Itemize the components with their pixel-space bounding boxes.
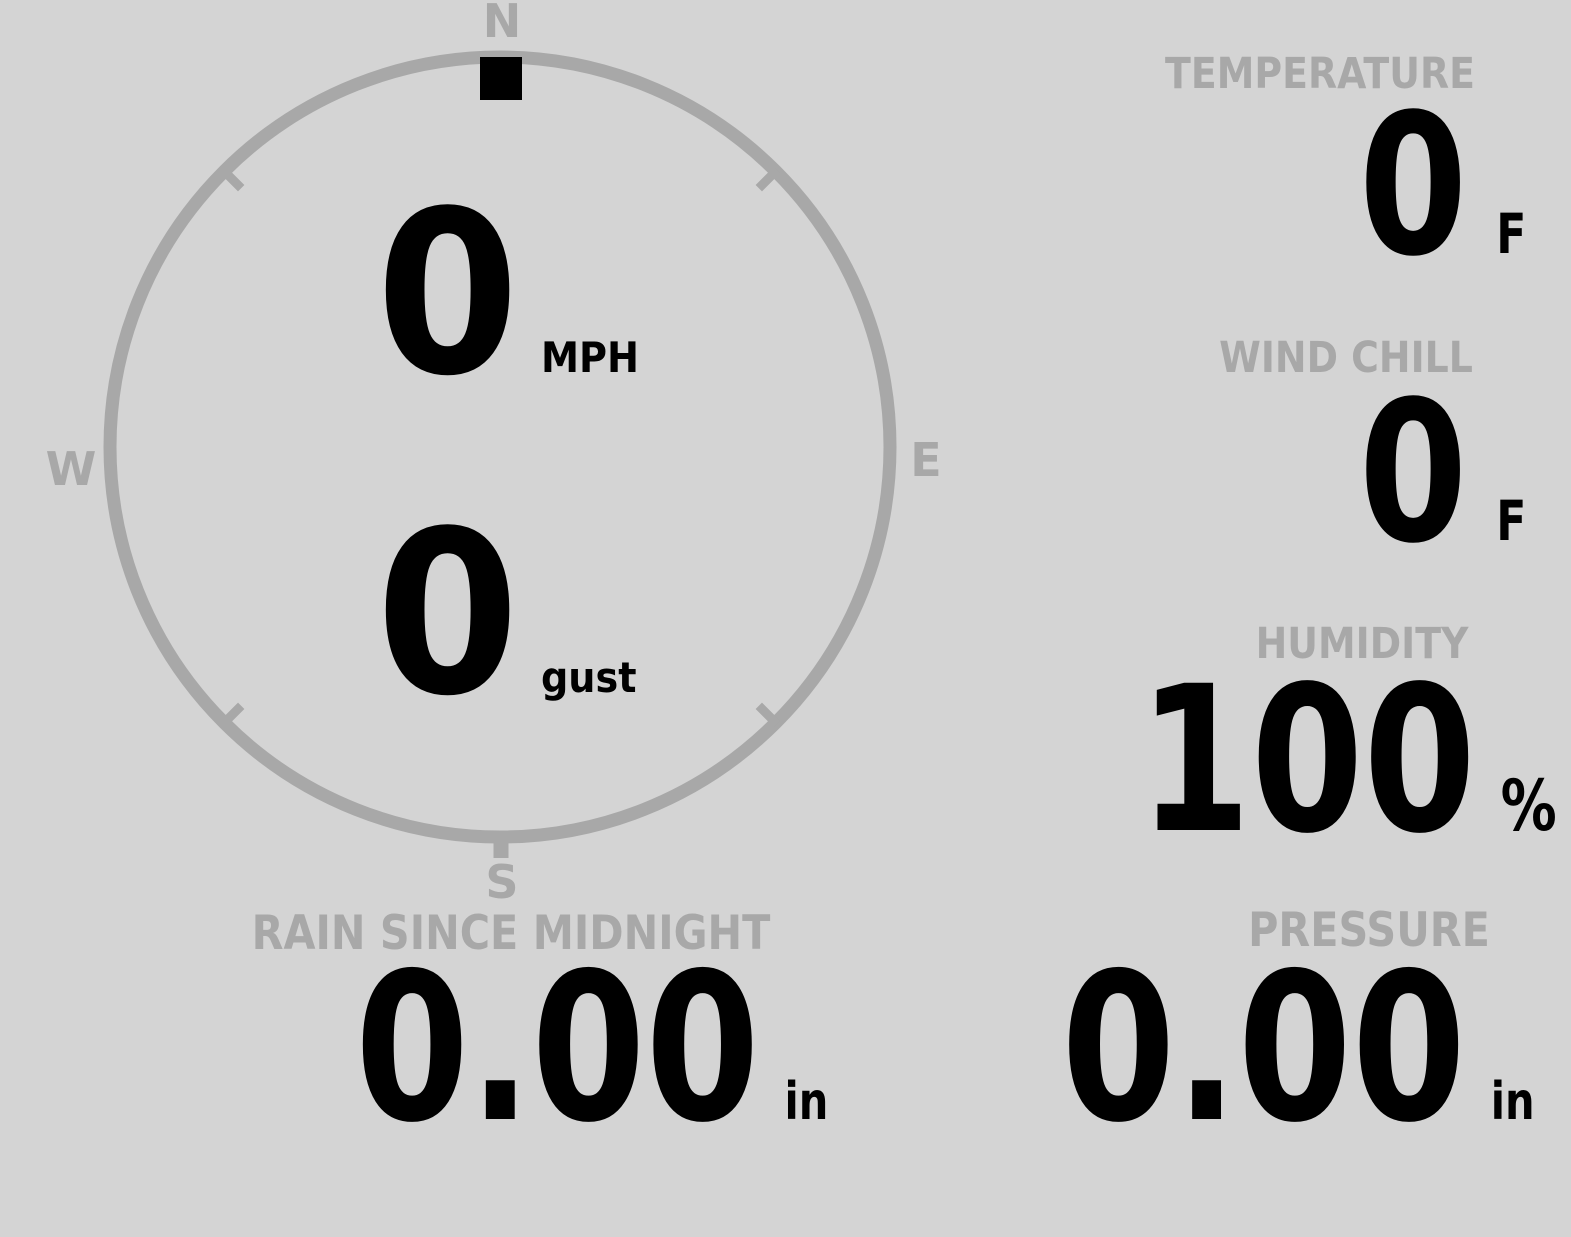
compass-label-east: E (910, 433, 942, 487)
pressure-value: 0.00 (1061, 930, 1467, 1168)
compass-tick-sw (219, 702, 245, 728)
wind-speed-unit: MPH (540, 333, 639, 382)
compass-tick-ne (755, 166, 781, 192)
wind-speed-value: 0 (376, 163, 520, 426)
compass-label-north: N (482, 0, 522, 48)
wind-chill-unit: F (1495, 489, 1526, 553)
wind-direction-marker (480, 57, 522, 100)
wind-gust-value: 0 (376, 483, 520, 746)
humidity-label: HUMIDITY (1255, 619, 1469, 669)
temperature-unit: F (1495, 202, 1526, 266)
compass-tick-nw (219, 166, 245, 192)
humidity-unit: % (1500, 765, 1557, 847)
wind-gust: 0 gust (376, 502, 637, 728)
pressure-unit: in (1491, 1072, 1535, 1132)
humidity-value: 100 (1138, 642, 1477, 878)
pressure-label: PRESSURE (1248, 903, 1490, 958)
wind-chill-value: 0 (1358, 359, 1468, 586)
temperature-label: TEMPERATURE (1165, 49, 1475, 99)
rain-since-midnight-reading: 0.00 in (355, 947, 828, 1152)
pressure-reading: 0.00 in (1062, 947, 1535, 1152)
wind-compass (103, 50, 897, 858)
temperature-value: 0 (1358, 72, 1468, 299)
compass-label-south: S (485, 855, 519, 909)
temperature-reading: 0 F (1359, 88, 1526, 283)
wind-speed: 0 MPH (376, 182, 639, 408)
compass-tick-se (755, 702, 781, 728)
humidity-reading: 100 % (1139, 659, 1557, 861)
wind-gust-unit: gust (540, 653, 637, 702)
wind-chill-reading: 0 F (1359, 375, 1526, 570)
rain-since-midnight-value: 0.00 (355, 930, 760, 1168)
rain-since-midnight-label: RAIN SINCE MIDNIGHT (251, 906, 771, 961)
wind-chill-label: WIND CHILL (1219, 333, 1473, 383)
compass-label-west: W (45, 442, 97, 496)
rain-since-midnight-unit: in (784, 1072, 829, 1132)
